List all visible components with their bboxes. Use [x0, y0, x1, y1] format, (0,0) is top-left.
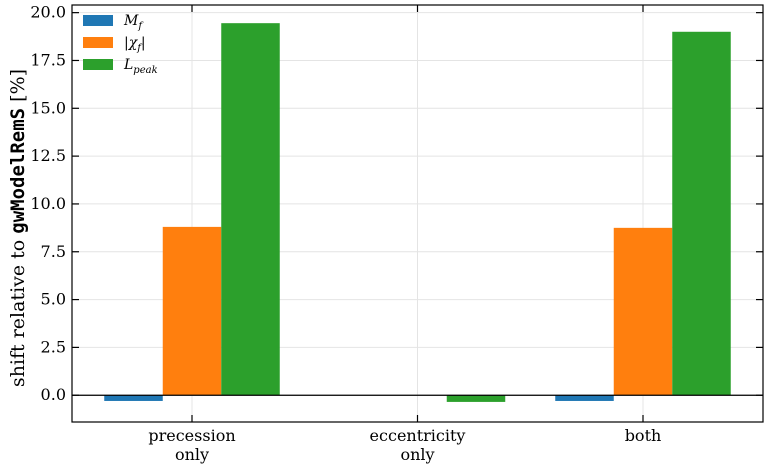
legend: Mf |χf| Lpeak: [83, 13, 158, 76]
legend-label: Mf: [123, 13, 144, 32]
y-tick-label: 15.0: [30, 98, 66, 117]
y-tick-label: 20.0: [30, 3, 66, 22]
bar: [613, 227, 673, 396]
bar: [555, 395, 614, 401]
legend-swatch: [83, 15, 113, 26]
y-tick-label: 0.0: [41, 385, 66, 404]
bar: [446, 395, 506, 402]
legend-label: Lpeak: [123, 57, 158, 76]
axes-layer: [71, 4, 764, 423]
y-tick-label: 17.5: [30, 50, 66, 69]
y-tick-labels: 0.0 2.5 5.0 7.5 10.0 12.5 15.0 17.5 20.0: [30, 3, 66, 405]
x-tick-label: only: [175, 445, 209, 464]
bar: [104, 395, 163, 401]
x-tick-label: eccentricity: [370, 426, 466, 445]
x-tick-label: only: [400, 445, 434, 464]
bar: [221, 23, 280, 396]
legend-label: |χf|: [124, 35, 146, 54]
legend-swatch: [83, 59, 113, 70]
x-tick-label: both: [625, 426, 662, 445]
y-tick-label: 2.5: [41, 337, 66, 356]
y-tick-label: 7.5: [41, 242, 66, 261]
bars-layer: [104, 23, 731, 402]
y-tick-label: 5.0: [41, 290, 66, 309]
x-tick-label: precession: [148, 426, 235, 445]
bar: [672, 31, 731, 396]
bar: [162, 226, 222, 396]
y-axis-label: shift relative to gwModelRemS [%]: [7, 69, 29, 387]
legend-swatch: [83, 37, 113, 48]
y-tick-label: 10.0: [30, 194, 66, 213]
y-tick-label: 12.5: [30, 146, 66, 165]
